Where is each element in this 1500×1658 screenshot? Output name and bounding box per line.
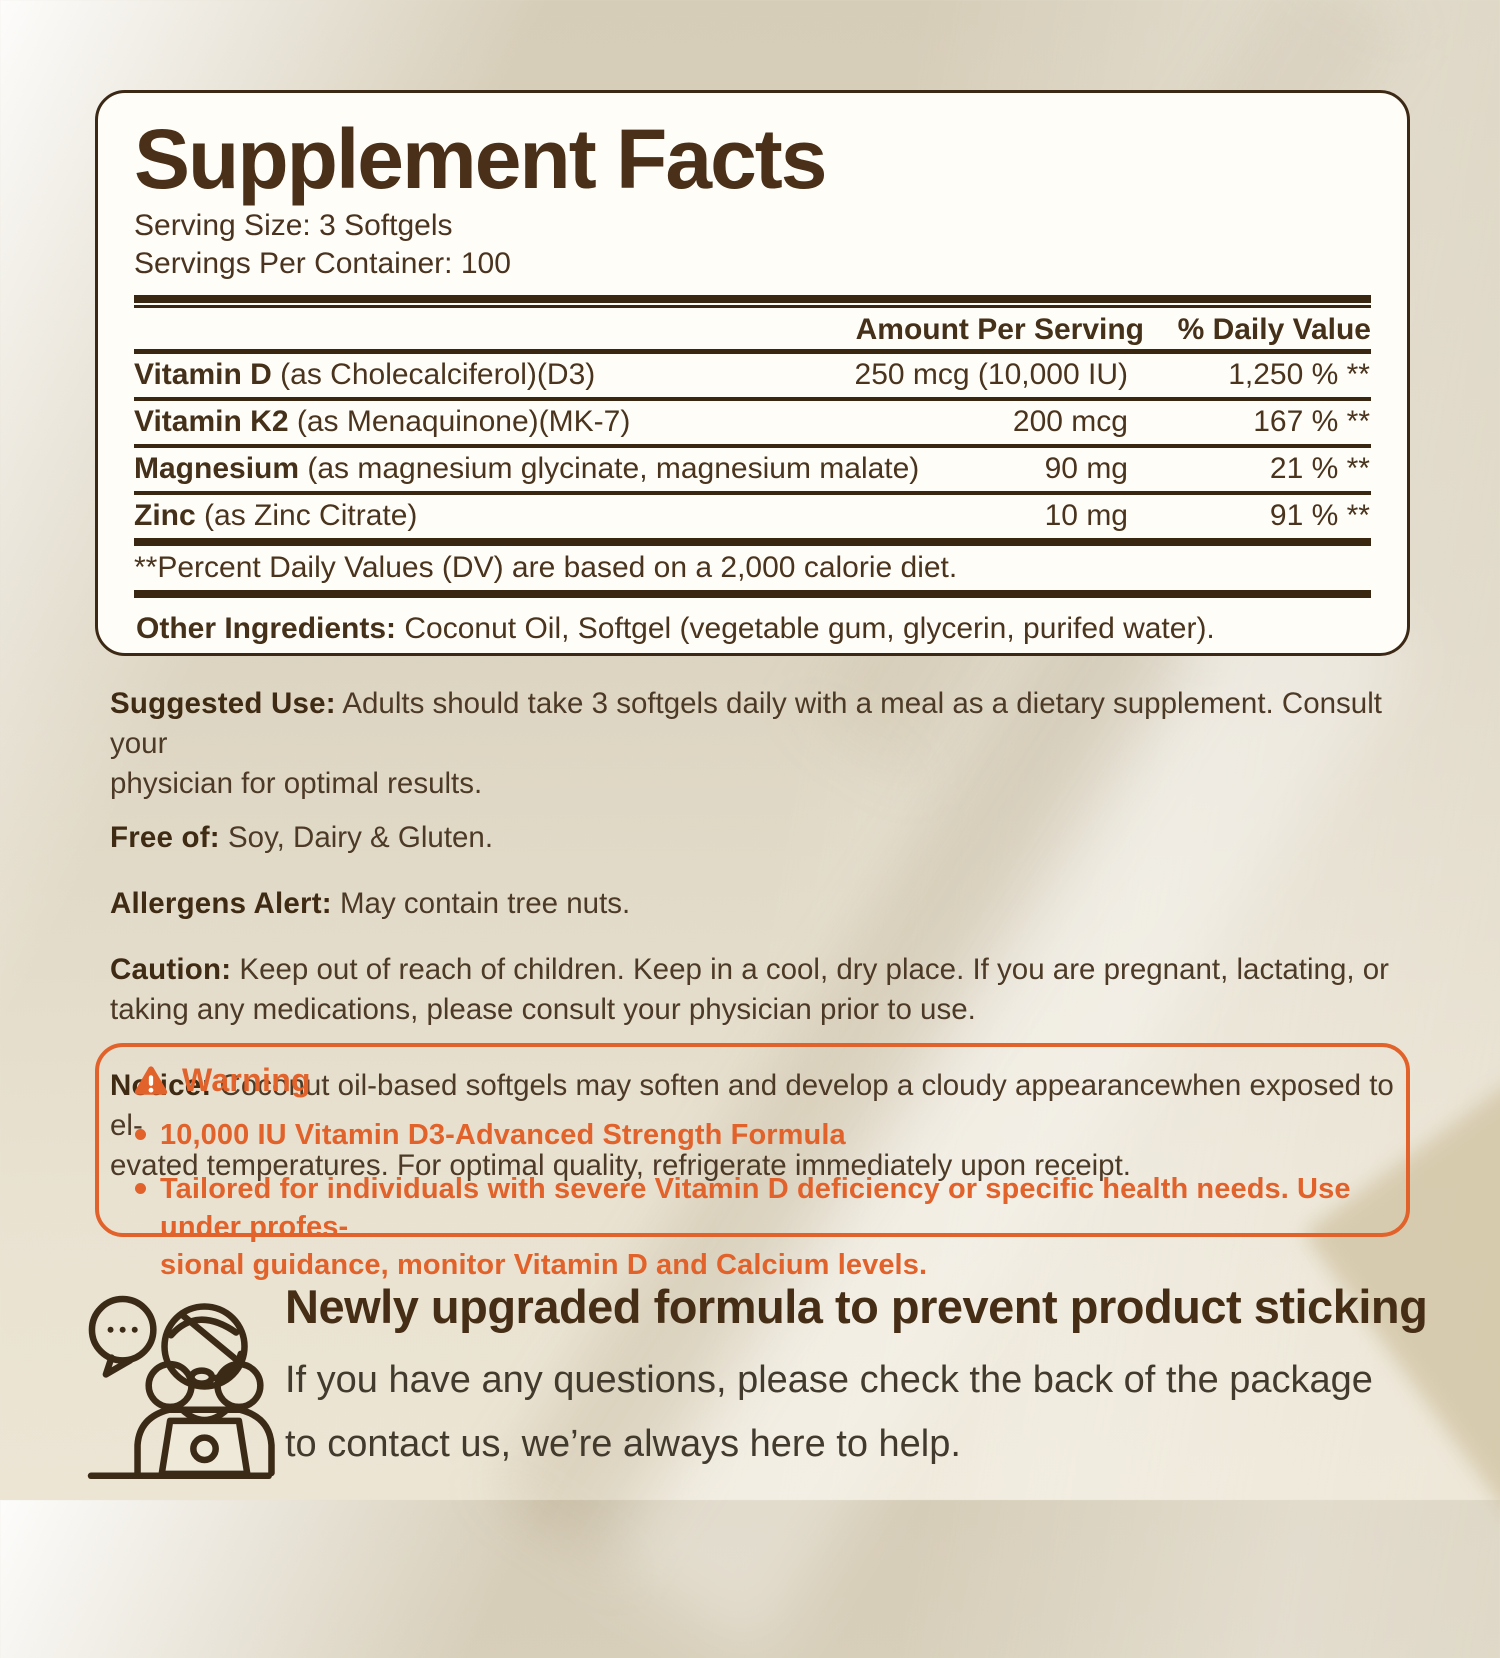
serving-info: Serving Size: 3 Softgels Servings Per Co… [134,207,1371,283]
warning-bullet-2: Tailored for individuals with severe Vit… [133,1170,1372,1284]
warning-box: Warning 10,000 IU Vitamin D3-Advanced St… [95,1043,1410,1281]
nutrient-amount: 10 mg [1044,499,1128,532]
warning-triangle-icon [134,1065,168,1095]
table-rule-header [134,349,1371,354]
suggested-use-text-2: physician for optimal results. [110,767,483,800]
speech-bubble-icon [88,1295,157,1364]
warning-title: Warning [182,1062,311,1098]
nutrient-name: Vitamin D [134,358,272,391]
nutrition-table: Amount Per Serving % Daily Value Vitamin… [134,295,1371,647]
table-rule-bottom-thick [134,538,1371,546]
warning-bullet-2-text: Tailored for individuals with severe Vit… [160,1173,1351,1243]
table-row-separator [134,444,1371,448]
table-row-vitamin-d: Vitamin D (as Cholecalciferol)(D3) 250 m… [134,354,1371,397]
allergens-text: May contain tree nuts. [339,887,631,920]
allergens-paragraph: Allergens Alert: May contain tree nuts. [110,884,1415,924]
nutrient-daily-value: 167 % ** [1253,405,1370,438]
nutrient-amount: 200 mcg [1012,405,1128,438]
table-rule-top-thin [134,305,1371,308]
caution-paragraph: Caution: Keep out of reach of children. … [110,950,1415,1030]
warning-bullet-1: 10,000 IU Vitamin D3-Advanced Strength F… [133,1116,1372,1154]
table-row-separator [134,491,1371,495]
column-header-daily-value: % Daily Value [1177,313,1371,346]
notice-text-2: evated temperatures. For optimal quality… [110,1149,1131,1182]
footer-text: Newly upgraded formula to prevent produc… [285,1278,1478,1476]
column-header-amount: Amount Per Serving [855,313,1144,346]
nutrient-detail: (as Cholecalciferol)(D3) [280,358,596,391]
nutrient-daily-value: 91 % ** [1269,499,1370,532]
warning-bullet-1-text: 10,000 IU Vitamin D3-Advanced Strength F… [160,1119,846,1151]
support-agent-icon [87,1295,275,1480]
daily-value-footnote: **Percent Daily Values (DV) are based on… [134,551,958,584]
serving-size: Serving Size: 3 Softgels [134,209,453,242]
caution-text: Keep out of reach of children. Keep in a… [239,953,1389,986]
free-of-text: Soy, Dairy & Gluten. [227,821,494,854]
table-rule-footnote [134,590,1371,598]
footer-headline: Newly upgraded formula to prevent produc… [285,1280,1428,1333]
caution-text-2: taking any medications, please consult y… [110,993,976,1026]
nutrient-detail: (as Zinc Citrate) [204,499,418,532]
suggested-use-paragraph: Suggested Use: Adults should take 3 soft… [110,684,1415,804]
panel-title: Supplement Facts [134,112,827,206]
notice-text: Coconut oil-based softgels may soften an… [110,1069,1394,1142]
nutrient-name: Magnesium [134,452,300,485]
nutrient-daily-value: 21 % ** [1269,452,1370,485]
nutrient-name: Vitamin K2 [134,405,289,438]
table-row-magnesium: Magnesium (as magnesium glycinate, magne… [134,448,1371,491]
nutrient-name: Zinc [134,499,196,532]
caution-label: Caution: [110,953,232,986]
warning-bullet-2-text-2: sional guidance, monitor Vitamin D and C… [160,1249,928,1281]
nutrient-detail: (as magnesium glycinate, magnesium malat… [307,452,920,485]
servings-per-container: Servings Per Container: 100 [134,247,511,280]
footer-note: Newly upgraded formula to prevent produc… [78,1278,1478,1480]
table-row-vitamin-k2: Vitamin K2 (as Menaquinone)(MK-7) 200 mc… [134,401,1371,444]
free-of-paragraph: Free of: Soy, Dairy & Gluten. [110,818,1415,858]
other-ingredients: Other Ingredients: Coconut Oil, Softgel … [134,598,1371,647]
supplement-facts-panel: Supplement Facts Serving Size: 3 Softgel… [95,90,1410,656]
table-row-zinc: Zinc (as Zinc Citrate) 10 mg 91 % ** [134,495,1371,538]
allergens-label: Allergens Alert: [110,887,332,920]
nutrient-detail: (as Menaquinone)(MK-7) [296,405,631,438]
nutrient-daily-value: 1,250 % ** [1228,358,1370,391]
usage-info-sections: Suggested Use: Adults should take 3 soft… [110,672,1415,1186]
nutrient-amount: 90 mg [1044,452,1128,485]
table-header-row: Amount Per Serving % Daily Value [134,308,1371,349]
free-of-label: Free of: [110,821,220,854]
footer-line-1: If you have any questions, please check … [285,1359,1373,1401]
other-ingredients-text: Coconut Oil, Softgel (vegetable gum, gly… [404,612,1215,645]
suggested-use-label: Suggested Use: [110,687,336,720]
suggested-use-text: Adults should take 3 softgels daily with… [110,687,1382,760]
table-row-separator [134,397,1371,401]
notice-paragraph: Notice: Coconut oil-based softgels may s… [110,1066,1415,1186]
other-ingredients-label: Other Ingredients: [136,612,397,645]
warning-title-row: Warning [133,1062,1372,1099]
nutrient-amount: 250 mcg (10,000 IU) [854,358,1128,391]
table-rule-top-thick [134,295,1371,303]
footer-line-2: to contact us, we’re always here to help… [285,1423,961,1465]
